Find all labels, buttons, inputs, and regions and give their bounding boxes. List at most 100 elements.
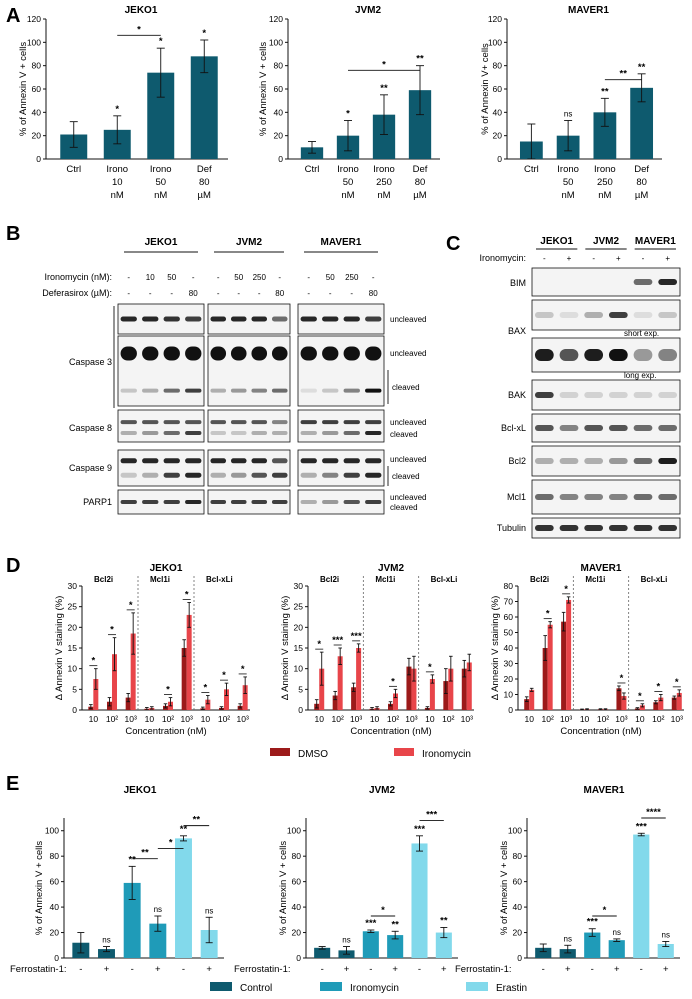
- blot-c-row7-band: [608, 525, 628, 531]
- blot-c-row1-band: [559, 312, 579, 318]
- ironomycin-sign-c: +: [616, 254, 621, 263]
- x-label-a3-3: Def: [634, 164, 649, 175]
- blot-c-label-bak: BAK: [508, 390, 526, 400]
- ferrostatin-sign: +: [392, 964, 398, 975]
- blot-c-label-bim: BIM: [510, 278, 526, 288]
- ferrostatin-sign: -: [182, 964, 185, 975]
- blot-b-row3-cleaved-band: [322, 472, 339, 478]
- blot-b-row2-jeko1-band: [120, 420, 137, 425]
- blot-b-row0-jvm2-band: [251, 316, 268, 322]
- chart-a1-title: JEKO1: [125, 5, 158, 16]
- ironomycin-dose: 50: [326, 273, 335, 282]
- blot-c-row1-band: [608, 312, 628, 318]
- x-label-a1-1: 10: [112, 177, 123, 188]
- bar-d3-ironomycin: [676, 692, 682, 710]
- legend-label-dmso: DMSO: [298, 749, 328, 760]
- blot-b-row1-jvm2-band: [210, 346, 227, 361]
- bar-a1-3: [190, 56, 218, 160]
- chart-a2-title: JVM2: [355, 5, 382, 16]
- blot-b-row3-jeko1-frame: [117, 449, 205, 487]
- significance-e3-1: ns: [564, 934, 572, 943]
- significance-e1-5: ns: [205, 906, 213, 915]
- chart-a2-y-tick-label: 100: [269, 37, 283, 47]
- deferasirox-dose: -: [127, 289, 130, 298]
- blot-b-row2-jeko1-band: [142, 420, 159, 425]
- chart-a1-y-axis-label: % of Annexin V + cells: [18, 42, 29, 137]
- bar-d3-dmso: [616, 688, 622, 710]
- significance-d3: *: [656, 682, 660, 693]
- bar-e3-2: [584, 932, 601, 958]
- blot-b-row3-cleaved-band: [185, 472, 202, 478]
- ferrostatin-sign: +: [614, 964, 620, 975]
- blot-b-row2-jvm2-band: [230, 420, 247, 425]
- blot-label-parp1: PARP1: [83, 497, 112, 507]
- blot-b-row3-maver1-band: [343, 458, 360, 464]
- legend-swatch-ironomycin: [394, 748, 414, 756]
- blot-b-row1-cleaved-band: [271, 388, 288, 393]
- bar-d1-ironomycin: [93, 679, 99, 710]
- x-label-a2-2: 250: [376, 177, 392, 188]
- significance-e1-3: ns: [154, 905, 162, 914]
- ferrostatin-sign: -: [591, 964, 594, 975]
- ferrostatin-sign: -: [640, 964, 643, 975]
- chart-e1-y-tick-label: 20: [50, 928, 60, 938]
- chart-a3-title: MAVER1: [568, 5, 609, 16]
- chart-a2-y-axis-label: % of Annexin V + cells: [258, 42, 269, 137]
- chart-e1-y-axis-label: % of Annexin V + cells: [34, 841, 45, 936]
- blot-b-row3-cleaved-band: [271, 472, 288, 478]
- blot-c-row6-band: [608, 494, 628, 500]
- chart-d3-y-tick-label: 50: [504, 628, 514, 638]
- ferrostatin-sign: -: [369, 964, 372, 975]
- bar-d2-ironomycin: [337, 656, 343, 710]
- long-exposure-label: long exp.: [624, 371, 656, 380]
- blot-c-header-jeko1: JEKO1: [540, 236, 573, 247]
- bar-e1-2: [123, 882, 141, 958]
- blot-b-row3-cleaved-band: [120, 472, 137, 478]
- significance-a1-3: *: [202, 28, 206, 39]
- blot-label-caspase-8: Caspase 8: [69, 423, 112, 433]
- x-label-a1-3: µM: [198, 190, 211, 201]
- x-tick-label-d: 10: [314, 714, 324, 724]
- band-label: uncleaved: [390, 418, 426, 427]
- chart-d3-y-tick-label: 40: [504, 643, 514, 653]
- blot-b-header-jvm2: JVM2: [236, 237, 263, 248]
- bar-e1-5: [200, 930, 218, 958]
- x-tick-label-d: 10: [145, 714, 155, 724]
- bar-d2-ironomycin: [429, 679, 435, 710]
- ferrostatin-label: Ferrostatin-1:: [234, 964, 291, 975]
- blot-b-row4-maver1-band: [343, 500, 360, 504]
- chart-e3-y-tick-label: 100: [508, 826, 522, 836]
- bar-d3-ironomycin: [621, 696, 627, 710]
- significance-d1: *: [241, 664, 245, 675]
- bar-d2-dmso: [461, 668, 467, 710]
- chart-e1-y-tick-label: 100: [45, 826, 59, 836]
- chart-d3-x-axis-label: Concentration (nM): [560, 726, 641, 737]
- blot-b-row1-jeko1-band: [120, 346, 137, 361]
- band-label: cleaved: [392, 383, 420, 392]
- x-tick-label-d: 10: [425, 714, 435, 724]
- significance-e3-4: ***: [636, 821, 647, 832]
- x-tick-label-d: 10³: [671, 714, 683, 724]
- ironomycin-dose: -: [307, 273, 310, 282]
- significance-d1: *: [185, 590, 189, 601]
- blot-c-row4-band: [559, 425, 579, 431]
- ferrostatin-sign: +: [344, 964, 350, 975]
- chart-d2-x-axis-label: Concentration (nM): [350, 726, 431, 737]
- panel-letter-d: D: [6, 555, 20, 577]
- blot-b-row1-maver1-frame: [297, 335, 385, 407]
- significance-d2: *: [317, 639, 321, 650]
- deferasirox-dose: -: [149, 289, 152, 298]
- legend-label-erastin: Erastin: [496, 983, 527, 994]
- blot-b-row3-maver1-frame: [297, 449, 385, 487]
- significance-a2-1: *: [346, 109, 350, 120]
- significance-e1-4: **: [180, 824, 188, 835]
- chart-d1-y-axis-label: Δ Annexin V staining (%): [54, 596, 65, 701]
- bar-d2-ironomycin: [319, 668, 325, 710]
- blot-b-row1-maver1-band: [365, 346, 382, 361]
- x-tick-label-d: 10²: [652, 714, 664, 724]
- x-label-a1-2: Irono: [150, 164, 172, 175]
- bracket-label-e2-0: *: [381, 905, 385, 916]
- blot-b-row4-maver1-band: [365, 500, 382, 504]
